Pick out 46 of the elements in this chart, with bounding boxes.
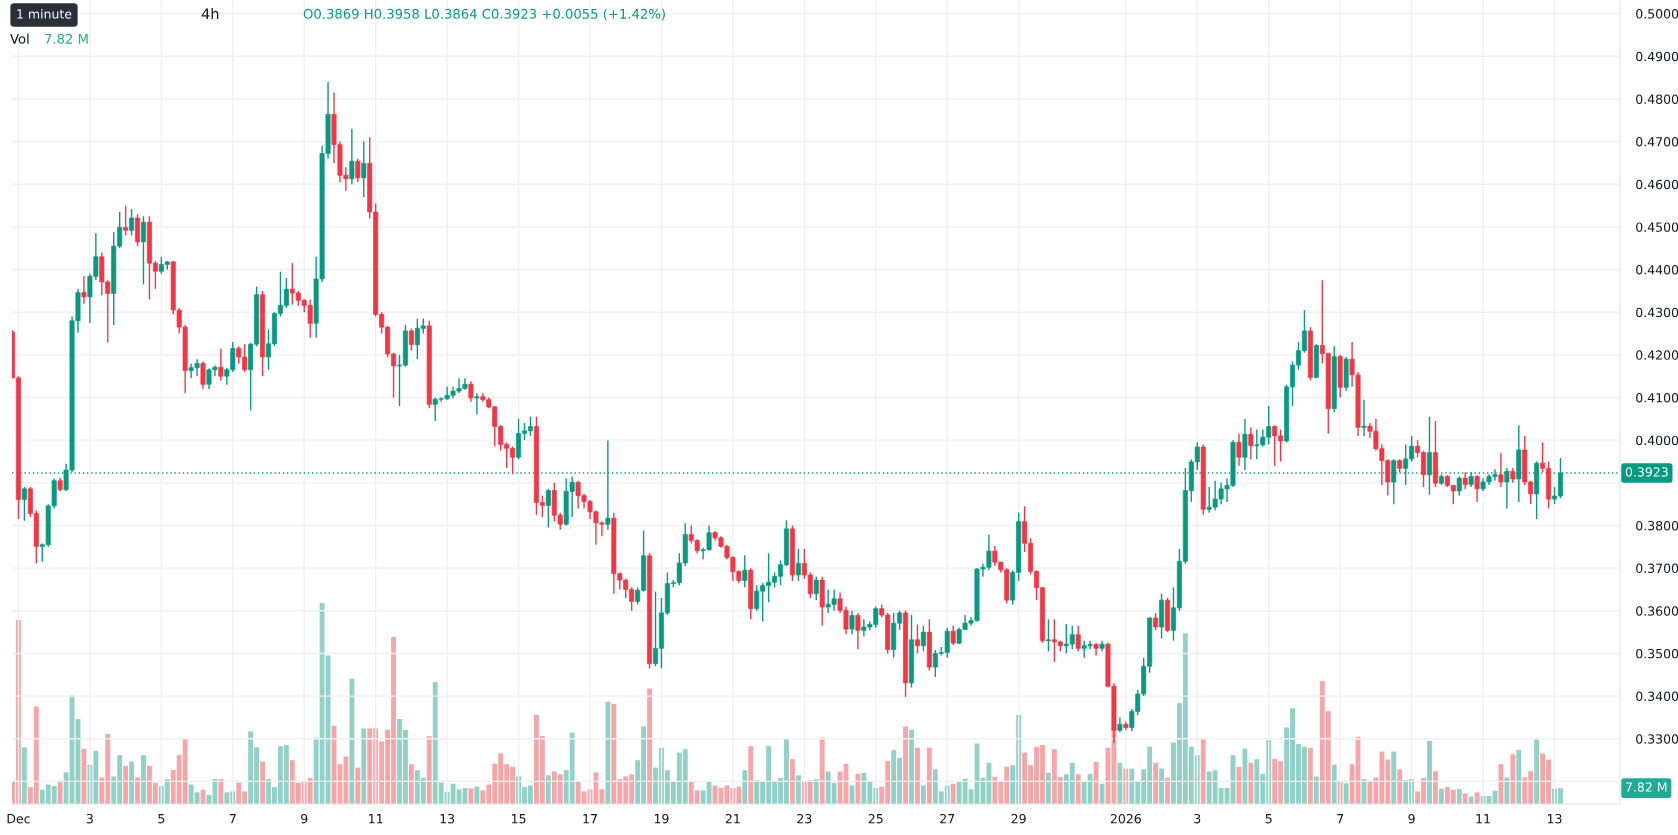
y-tick-label: 0.4200 xyxy=(1636,350,1678,360)
y-tick-label: 0.4600 xyxy=(1636,179,1678,190)
y-tick-label: 0.4800 xyxy=(1636,94,1678,104)
y-tick-label: 0.4400 xyxy=(1636,265,1678,275)
x-tick-label: 5 xyxy=(158,814,165,824)
x-tick-label: 11 xyxy=(1476,814,1490,824)
y-tick-label: 0.3700 xyxy=(1636,563,1678,574)
x-tick-label: 15 xyxy=(511,814,526,824)
x-tick-label: 9 xyxy=(1408,813,1415,824)
y-tick-label: 0.3400 xyxy=(1636,691,1678,702)
text: 7.82 M xyxy=(1626,782,1667,792)
x-tick-label: 9 xyxy=(301,813,308,824)
x-tick-label: 11 xyxy=(369,814,383,824)
x-tick-label: 7 xyxy=(229,814,236,824)
y-tick-label: 0.3500 xyxy=(1636,648,1678,659)
x-tick-label: 21 xyxy=(725,813,740,824)
x-tick-label: 19 xyxy=(654,813,669,824)
y-tick-label: 0.4000 xyxy=(1636,435,1678,446)
x-tick-label: Dec xyxy=(7,814,30,824)
x-tick-label: 23 xyxy=(797,813,812,824)
y-tick-label: 0.4100 xyxy=(1636,392,1678,403)
y-tick-label: 0.4500 xyxy=(1636,222,1678,232)
x-tick-label: 13 xyxy=(1547,813,1562,824)
x-tick-label: 27 xyxy=(940,813,955,824)
text: O0.3869 H0.3958 L0.3864 C0.3923 +0.0055 (+1.42%) xyxy=(303,8,665,21)
x-tick-label: 25 xyxy=(868,813,883,824)
y-tick-label: 0.4900 xyxy=(1636,51,1678,62)
y-tick-label: 0.3300 xyxy=(1636,734,1678,744)
ref-line-label: 0.3923 xyxy=(1625,467,1668,477)
x-tick-label: 17 xyxy=(583,814,597,824)
y-tick-label: 0.3600 xyxy=(1636,606,1678,616)
x-tick-label: 3 xyxy=(1194,813,1201,824)
y-tick-label: 0.3800 xyxy=(1636,520,1678,531)
x-tick-label: 3 xyxy=(86,813,93,824)
y-tick-label: 0.4300 xyxy=(1636,307,1678,318)
x-tick-label: 7 xyxy=(1337,814,1344,824)
x-tick-label: 5 xyxy=(1265,814,1272,824)
annotation: 1 minute xyxy=(17,8,72,19)
y-tick-label: 0.4700 xyxy=(1636,137,1678,147)
x-tick-label: 13 xyxy=(440,813,455,824)
x-tick-label: 29 xyxy=(1011,813,1026,824)
x-tick-label: 2026 xyxy=(1110,813,1141,824)
y-tick-label: 0.5000 xyxy=(1636,9,1678,19)
chart-title: Vol xyxy=(10,33,29,44)
chart-title: 4h xyxy=(201,7,219,20)
annotation: 7.82 M xyxy=(45,33,88,44)
